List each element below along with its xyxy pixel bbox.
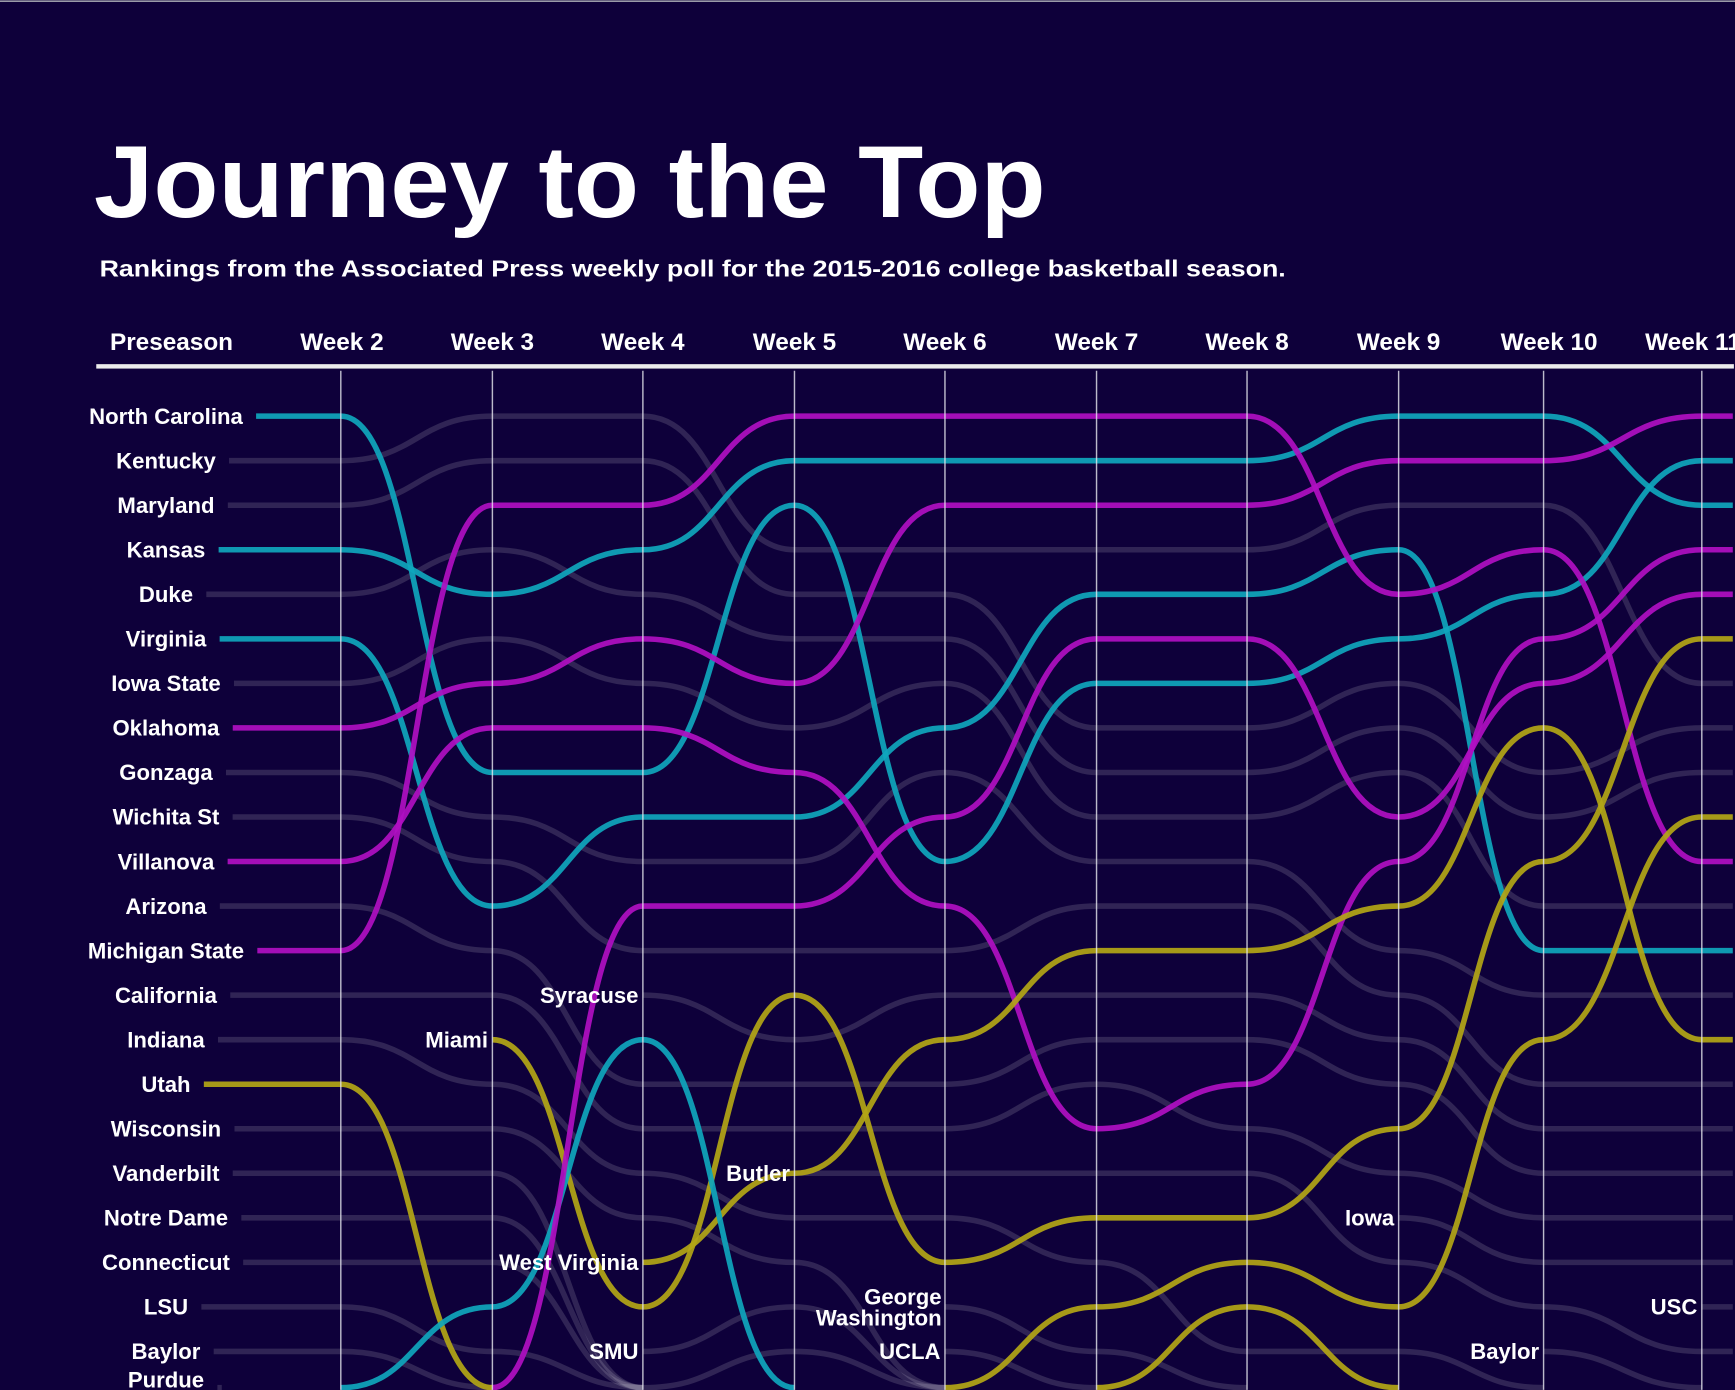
team-label: UCLA — [879, 1339, 940, 1364]
team-label: Utah — [141, 1072, 190, 1097]
team-line-iowa-state — [233, 636, 1733, 909]
week-header: Week 9 — [1357, 329, 1440, 356]
team-label: Wichita St — [113, 805, 220, 830]
team-line-baylor — [1543, 1348, 1702, 1390]
team-label: Virginia — [126, 627, 207, 652]
team-label: Kansas — [127, 538, 206, 563]
team-label: Vanderbilt — [112, 1161, 220, 1186]
team-line-lsu — [201, 1304, 643, 1390]
week-header: Week 5 — [753, 329, 836, 356]
week-header: Week 8 — [1205, 329, 1288, 356]
chart-subtitle: Rankings from the Associated Press weekl… — [100, 256, 1286, 282]
week-gridlines — [340, 370, 1703, 1390]
week-header: Week 4 — [601, 329, 685, 356]
week-header: Week 10 — [1501, 329, 1598, 356]
team-label: SMU — [589, 1339, 638, 1364]
team-line-arizona — [219, 903, 1733, 1177]
week-header: Week 6 — [903, 329, 986, 356]
team-label: Syracuse — [540, 983, 638, 1008]
team-label: Maryland — [117, 493, 214, 518]
chart-title: Journey to the Top — [94, 125, 1046, 239]
team-label: Villanova — [118, 849, 215, 874]
week-header: Week 11 — [1645, 329, 1735, 356]
week-headers: Preseason Week 2 Week 3 Week 4 Week 5 Week 6 W… — [110, 329, 1735, 356]
team-label: Indiana — [127, 1027, 205, 1052]
team-label: LSU — [144, 1295, 188, 1320]
week-header: Week 3 — [451, 329, 534, 356]
week-header: Week 7 — [1055, 329, 1138, 356]
team-labels: North Carolina Kentucky Maryland Kansas Duke… — [88, 404, 1697, 1390]
team-line — [340, 1036, 795, 1390]
team-line-miami — [492, 636, 1733, 1310]
team-label: Iowa — [1345, 1206, 1395, 1231]
header-rule — [96, 364, 1734, 369]
team-label: Purdue — [128, 1368, 204, 1390]
team-label: Kentucky — [116, 448, 216, 473]
team-label: Oklahoma — [112, 716, 220, 741]
team-label: Miami — [425, 1027, 488, 1052]
week-header: Week 2 — [300, 329, 383, 356]
team-line-butler — [794, 1170, 1733, 1355]
team-label: Wisconsin — [111, 1116, 221, 1141]
week-header: Preseason — [110, 329, 233, 356]
team-label: Gonzaga — [119, 760, 213, 785]
team-line-kentucky — [229, 413, 1733, 687]
team-line-west-virginia — [642, 725, 1733, 1266]
team-line-gonzaga — [225, 769, 1733, 998]
team-label-line: George — [864, 1285, 941, 1310]
team-label-line: Washington — [816, 1306, 942, 1331]
team-line-california — [230, 992, 1733, 1221]
team-line-michigan-state — [257, 413, 1733, 954]
team-label: West Virginia — [499, 1250, 639, 1275]
team-label: Iowa State — [111, 671, 220, 696]
team-label: California — [115, 983, 218, 1008]
team-line-oklahoma — [232, 413, 1733, 731]
team-label: Baylor — [1470, 1339, 1539, 1364]
team-line-virginia — [219, 547, 1733, 954]
team-label: Baylor — [132, 1339, 201, 1364]
team-label: Connecticut — [102, 1250, 230, 1275]
team-label: Butler — [726, 1161, 790, 1186]
team-label: North Carolina — [89, 404, 243, 429]
team-line-syracuse — [642, 992, 1733, 1132]
team-line-wichita-st — [232, 814, 1733, 1087]
highlighted-team-lines — [204, 413, 1733, 1390]
team-label: Michigan State — [88, 938, 244, 963]
team-label: Arizona — [125, 894, 207, 919]
team-line — [491, 591, 1733, 1390]
team-label: USC — [1651, 1295, 1698, 1320]
team-label: George Washington — [816, 1285, 942, 1331]
team-label: Notre Dame — [104, 1206, 228, 1231]
team-line — [944, 814, 1733, 1390]
team-label: Duke — [139, 582, 193, 607]
